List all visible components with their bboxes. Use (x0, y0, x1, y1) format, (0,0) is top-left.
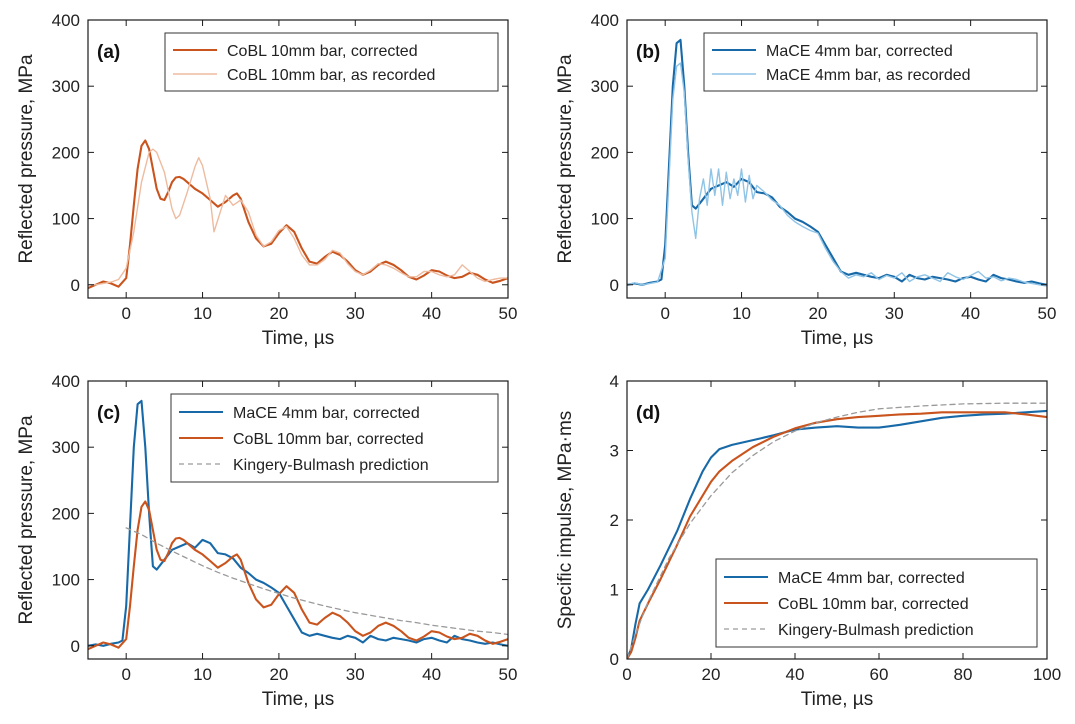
series-line-2 (627, 62, 1047, 287)
legend-entry: Kingery-Bulmash prediction (778, 622, 974, 639)
legend-entry: Kingery-Bulmash prediction (233, 457, 429, 474)
y-tick-label: 3 (610, 442, 619, 461)
x-tick-label: 30 (885, 304, 904, 323)
y-tick-label: 200 (52, 504, 80, 523)
x-tick-label: 60 (870, 665, 889, 684)
series-line-2 (88, 500, 508, 651)
series-line-2 (627, 411, 1047, 659)
x-tick-label: 40 (422, 304, 441, 323)
y-tick-label: 100 (52, 210, 80, 229)
panel-label: (b) (636, 42, 660, 63)
y-tick-label: 400 (52, 372, 80, 391)
plot-frame (87, 380, 509, 660)
plot-frame (87, 19, 509, 299)
y-tick-label: 0 (71, 637, 80, 656)
x-tick-label: 40 (422, 665, 441, 684)
panel-label: (c) (97, 403, 120, 424)
x-tick-label: 20 (702, 665, 721, 684)
x-tick-label: 80 (954, 665, 973, 684)
chart-panel-3: 0 10 20 30 40 50 0 100 200 300 400 Time, µs Reflecte… (16, 372, 517, 710)
y-axis-label: Reflected pressure, MPa (16, 54, 37, 264)
y-tick-label: 400 (591, 11, 619, 30)
legend: MaCE 4mm bar, corrected CoBL 10mm bar, co… (170, 393, 499, 483)
x-tick-label: 20 (269, 304, 288, 323)
legend-entry: MaCE 4mm bar, corrected (233, 405, 420, 422)
y-axis-label: Reflected pressure, MPa (555, 54, 576, 264)
y-tick-label: 2 (610, 511, 619, 530)
x-tick-label: 40 (961, 304, 980, 323)
series-line-2 (88, 148, 508, 286)
series-line-1 (627, 38, 1047, 286)
legend-entry: CoBL 10mm bar, corrected (778, 596, 969, 613)
legend-box (164, 32, 499, 92)
y-tick-label: 0 (610, 650, 619, 669)
y-tick-label: 400 (52, 11, 80, 30)
y-axis-label: Reflected pressure, MPa (16, 415, 37, 625)
x-tick-label: 50 (1038, 304, 1057, 323)
legend-box (703, 32, 1038, 92)
legend-entry: MaCE 4mm bar, corrected (766, 43, 953, 60)
y-tick-label: 100 (52, 571, 80, 590)
y-tick-label: 0 (610, 276, 619, 295)
y-tick-label: 300 (591, 77, 619, 96)
x-tick-label: 10 (193, 665, 212, 684)
x-axis-label: Time, µs (262, 328, 335, 349)
legend: MaCE 4mm bar, corrected MaCE 4mm bar, as … (703, 32, 1038, 92)
legend: MaCE 4mm bar, corrected CoBL 10mm bar, co… (715, 558, 1038, 648)
legend-entry: CoBL 10mm bar, corrected (227, 43, 418, 60)
legend-entry: CoBL 10mm bar, corrected (233, 431, 424, 448)
x-tick-label: 0 (121, 665, 130, 684)
x-tick-label: 0 (121, 304, 130, 323)
x-tick-label: 10 (732, 304, 751, 323)
chart-panel-2: 0 10 20 30 40 50 0 100 200 300 400 Time, µs Reflecte… (555, 11, 1056, 349)
series-line-1 (88, 139, 508, 290)
x-tick-label: 30 (346, 665, 365, 684)
y-tick-label: 300 (52, 77, 80, 96)
legend-box (715, 558, 1038, 648)
legend-entry: MaCE 4mm bar, as recorded (766, 67, 971, 84)
x-tick-label: 30 (346, 304, 365, 323)
plot-frame (626, 19, 1048, 299)
x-tick-label: 50 (499, 304, 518, 323)
chart-panel-4: 0 20 40 60 80 100 0 1 2 3 4 Time, µs Specific impuls… (555, 372, 1061, 710)
legend: CoBL 10mm bar, corrected CoBL 10mm bar, a… (164, 32, 499, 92)
series-line-1 (627, 409, 1047, 659)
y-tick-label: 200 (591, 143, 619, 162)
y-tick-label: 300 (52, 438, 80, 457)
y-tick-label: 0 (71, 276, 80, 295)
x-tick-label: 100 (1033, 665, 1061, 684)
series-line-3 (627, 402, 1047, 659)
x-axis-label: Time, µs (801, 328, 874, 349)
x-tick-label: 50 (499, 665, 518, 684)
x-tick-label: 40 (786, 665, 805, 684)
y-tick-label: 100 (591, 210, 619, 229)
x-tick-label: 10 (193, 304, 212, 323)
legend-box (170, 393, 499, 483)
panel-label: (d) (636, 403, 660, 424)
y-tick-label: 4 (610, 372, 619, 391)
legend-entry: MaCE 4mm bar, corrected (778, 570, 965, 587)
series-line-3 (125, 527, 508, 636)
panel-label: (a) (97, 42, 120, 63)
y-tick-label: 1 (610, 581, 619, 600)
legend-entry: CoBL 10mm bar, as recorded (227, 67, 435, 84)
x-tick-label: 0 (622, 665, 631, 684)
x-tick-label: 0 (660, 304, 669, 323)
chart-panel-1: 0 10 20 30 40 50 0 100 200 300 400 Time, µs Reflecte… (16, 11, 517, 349)
x-axis-label: Time, µs (262, 689, 335, 710)
x-tick-label: 20 (269, 665, 288, 684)
y-tick-label: 200 (52, 143, 80, 162)
x-axis-label: Time, µs (801, 689, 874, 710)
y-axis-label: Specific impulse, MPa·ms (555, 411, 576, 630)
x-tick-label: 20 (808, 304, 827, 323)
